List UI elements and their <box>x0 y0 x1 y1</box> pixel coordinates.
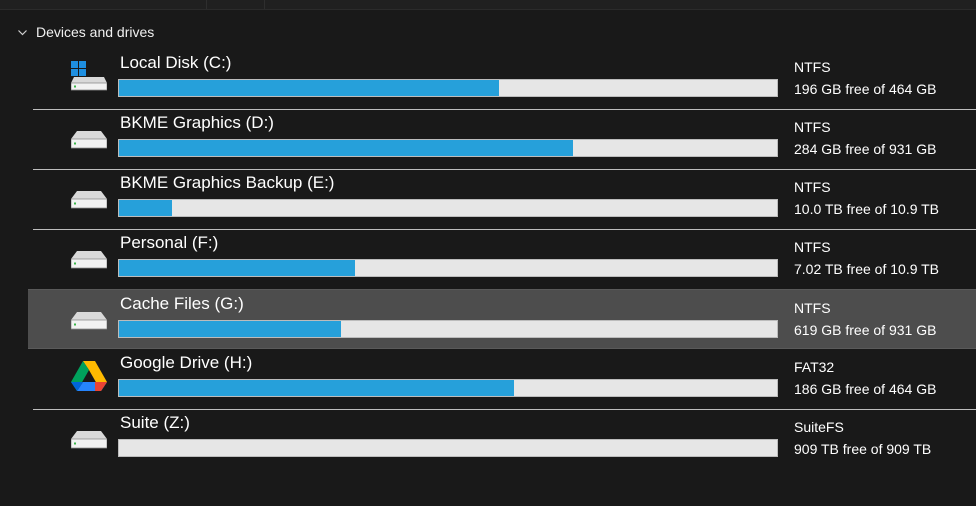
row-divider <box>33 409 976 410</box>
row-divider <box>33 169 976 170</box>
hard-drive-icon <box>70 241 108 271</box>
filesystem-label: NTFS <box>794 300 831 316</box>
usage-bar-fill <box>119 380 514 396</box>
usage-bar-fill <box>119 140 574 156</box>
drive-name: BKME Graphics Backup (E:) <box>120 173 335 192</box>
hard-drive-icon <box>70 302 108 332</box>
filesystem-label: SuiteFS <box>794 419 844 435</box>
chevron-down-icon[interactable] <box>17 27 28 38</box>
devices-and-drives-header[interactable]: Devices and drives <box>17 22 154 42</box>
free-space-label: 196 GB free of 464 GB <box>794 81 937 97</box>
usage-bar <box>118 379 778 397</box>
top-toolbar-strip <box>0 0 976 10</box>
usage-bar-fill <box>119 80 500 96</box>
usage-bar <box>118 79 778 97</box>
usage-bar <box>118 139 778 157</box>
filesystem-label: FAT32 <box>794 359 835 375</box>
drive-d[interactable]: BKME Graphics (D:) NTFS 284 GB free of 9… <box>28 109 976 170</box>
drive-name: Suite (Z:) <box>120 413 190 432</box>
row-divider <box>33 229 976 230</box>
free-space-label: 284 GB free of 931 GB <box>794 141 937 157</box>
filesystem-label: NTFS <box>794 239 831 255</box>
hard-drive-icon <box>70 421 108 451</box>
free-space-label: 619 GB free of 931 GB <box>794 322 937 338</box>
row-divider <box>33 109 976 110</box>
free-space-label: 186 GB free of 464 GB <box>794 381 937 397</box>
toolbar-separator <box>206 0 207 9</box>
free-space-label: 7.02 TB free of 10.9 TB <box>794 261 940 277</box>
filesystem-label: NTFS <box>794 179 831 195</box>
usage-bar <box>118 320 778 338</box>
filesystem-label: NTFS <box>794 119 831 135</box>
toolbar-separator <box>264 0 265 9</box>
google-drive-icon <box>71 361 107 391</box>
drive-f[interactable]: Personal (F:) NTFS 7.02 TB free of 10.9 … <box>28 229 976 289</box>
drive-z[interactable]: Suite (Z:) SuiteFS 909 TB free of 909 TB <box>28 409 976 469</box>
usage-bar <box>118 199 778 217</box>
filesystem-label: NTFS <box>794 59 831 75</box>
drive-g[interactable]: Cache Files (G:) NTFS 619 GB free of 931… <box>28 289 976 349</box>
drive-h[interactable]: Google Drive (H:) FAT32 186 GB free of 4… <box>28 349 976 410</box>
drive-e[interactable]: BKME Graphics Backup (E:) NTFS 10.0 TB f… <box>28 169 976 230</box>
free-space-label: 10.0 TB free of 10.9 TB <box>794 201 940 217</box>
usage-bar-fill <box>119 200 172 216</box>
free-space-label: 909 TB free of 909 TB <box>794 441 932 457</box>
drive-c[interactable]: Local Disk (C:) NTFS 196 GB free of 464 … <box>28 49 976 110</box>
usage-bar <box>118 259 778 277</box>
hard-drive-icon <box>70 121 108 151</box>
usage-bar <box>118 439 778 457</box>
drive-name: Personal (F:) <box>120 233 219 252</box>
windows-drive-icon <box>70 61 108 91</box>
hard-drive-icon <box>70 181 108 211</box>
drive-name: Google Drive (H:) <box>120 353 253 372</box>
section-title: Devices and drives <box>36 24 155 40</box>
drive-name: Local Disk (C:) <box>120 53 232 72</box>
drive-name: Cache Files (G:) <box>120 294 244 313</box>
usage-bar-fill <box>119 260 355 276</box>
usage-bar-fill <box>119 321 342 337</box>
drive-name: BKME Graphics (D:) <box>120 113 274 132</box>
